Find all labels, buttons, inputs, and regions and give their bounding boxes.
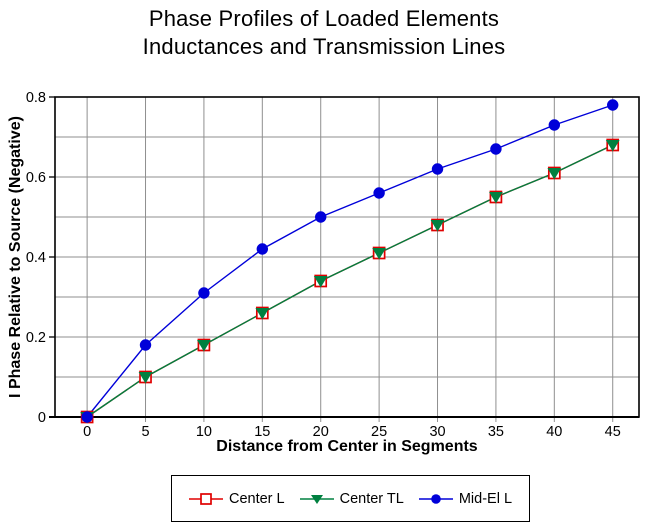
legend-item-center-tl: Center TL <box>299 490 404 507</box>
marker-mid-el-l <box>431 163 444 175</box>
x-tick-label: 5 <box>141 424 149 440</box>
y-tick-label: 0 <box>38 410 46 426</box>
open-square-legend-icon <box>188 492 223 505</box>
x-tick-label: 35 <box>488 424 504 440</box>
x-tick-label: 30 <box>429 424 445 440</box>
series-line-center-tl <box>86 144 614 418</box>
y-tick-label: 0.2 <box>26 330 46 346</box>
x-axis-label: Distance from Center in Segments <box>216 438 478 455</box>
x-tick-label: 10 <box>196 424 212 440</box>
marker-mid-el-l <box>548 119 561 131</box>
x-tick-label: 45 <box>605 424 621 440</box>
series-line-mid-el-l <box>86 104 613 418</box>
marker-mid-el-l <box>81 411 93 423</box>
triangle-down-legend-icon <box>299 494 334 504</box>
legend-item-mid-el-l: Mid-El L <box>418 490 513 507</box>
y-tick-label: 0.4 <box>26 250 46 266</box>
circle-legend-icon <box>418 493 453 504</box>
marker-center-tl <box>255 308 270 320</box>
x-tick-label: 0 <box>83 424 91 440</box>
marker-center-tl <box>489 192 503 204</box>
x-tick-label: 20 <box>313 424 329 440</box>
plot-svg: 0 5 10 15 20 25 30 35 40 45 0 0.2 0.4 0.6 0.8 <box>26 90 640 440</box>
marker-center-tl <box>372 248 387 260</box>
marker-center-tl <box>313 276 328 288</box>
series-line-center-l <box>86 144 614 418</box>
legend-item-label: Center L <box>228 490 285 507</box>
legend-item-center-l: Center L <box>188 490 285 507</box>
y-axis-label: I Phase Relative to Source (Negative) <box>7 116 24 398</box>
marker-center-tl <box>197 340 211 352</box>
marker-mid-el-l <box>315 211 327 223</box>
marker-mid-el-l <box>490 143 502 155</box>
y-tick-label: 0.6 <box>26 170 46 186</box>
x-tick-label: 25 <box>371 424 387 440</box>
x-tick-label: 40 <box>546 424 562 440</box>
y-tick-label: 0.8 <box>26 90 46 106</box>
marker-mid-el-l <box>607 99 619 111</box>
marker-center-tl <box>138 372 153 384</box>
marker-center-tl <box>430 220 445 232</box>
marker-center-tl <box>605 140 620 152</box>
marker-mid-el-l <box>139 339 152 351</box>
chart-title-line2: Inductances and Transmission Lines <box>142 34 506 59</box>
marker-mid-el-l <box>373 187 385 199</box>
x-tick-label: 15 <box>254 424 270 440</box>
marker-center-tl <box>547 168 562 180</box>
legend: Center L Center TL Mid-El L <box>171 475 530 522</box>
marker-mid-el-l <box>256 243 269 255</box>
legend-item-label: Center TL <box>339 490 404 507</box>
chart-title-line1: Phase Profiles of Loaded Elements <box>148 6 500 31</box>
marker-mid-el-l <box>198 287 210 299</box>
legend-item-label: Mid-El L <box>458 490 513 507</box>
